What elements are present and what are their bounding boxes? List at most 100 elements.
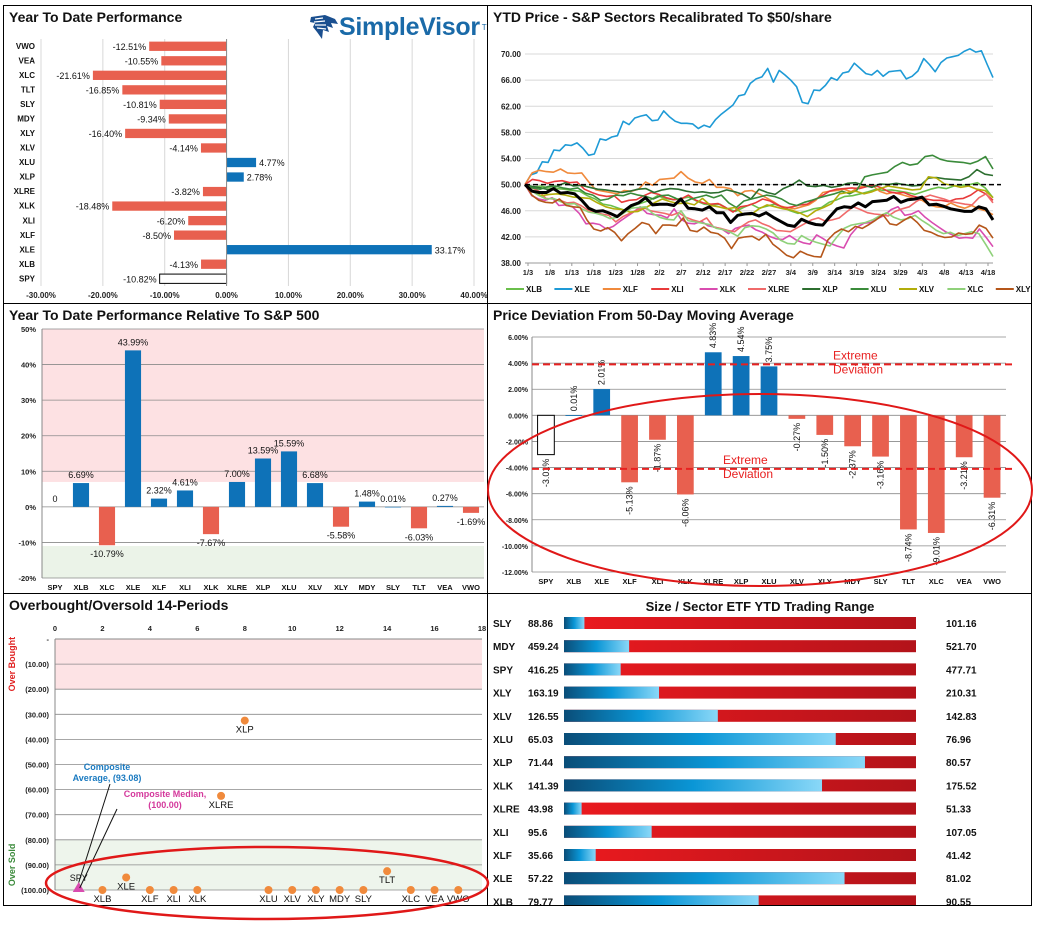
panel-price-deviation: Price Deviation From 50-Day Moving Avera… — [487, 303, 1032, 594]
y-tick-label: -10% — [18, 538, 36, 547]
category-label: XLP — [256, 583, 271, 592]
data-label: -8.50% — [142, 231, 171, 241]
data-label: 2.32% — [146, 486, 172, 496]
category-label: XLP — [734, 577, 749, 586]
x-tick-label: 3/14 — [827, 268, 842, 277]
bar — [168, 114, 227, 124]
data-label: -10.82% — [123, 274, 157, 284]
category-label: XLF — [20, 231, 35, 240]
point-label: XLC — [402, 894, 421, 905]
x-tick-label: 2 — [100, 624, 104, 633]
bar — [161, 56, 227, 66]
bar — [188, 215, 227, 226]
low-value: 416.25 — [528, 665, 559, 676]
low-value: 163.19 — [528, 689, 559, 700]
bar — [537, 414, 555, 456]
bar — [159, 273, 228, 284]
category-label: VWO — [16, 42, 35, 51]
y-tick-label: (50.00) — [25, 761, 49, 770]
y-tick-label: 10% — [21, 467, 36, 476]
data-label: -5.58% — [327, 531, 356, 541]
extreme-deviation-label: Deviation — [723, 467, 773, 481]
bar — [122, 85, 227, 95]
x-tick-label: 18 — [478, 624, 486, 633]
trading-range-chart: Size / Sector ETF YTD Trading Range SLY 88… — [493, 599, 977, 906]
y-tick-label: - — [47, 635, 50, 644]
high-value: 521.70 — [946, 642, 977, 653]
x-tick-label: 1/13 — [565, 268, 580, 277]
panel-title: YTD Price - S&P Sectors Recalibrated To … — [493, 9, 832, 25]
data-label: 1.48% — [354, 489, 380, 499]
high-value: 81.02 — [946, 874, 971, 885]
legend-label: XLF — [623, 285, 638, 294]
panel-title: Price Deviation From 50-Day Moving Avera… — [493, 307, 794, 323]
ticker-label: XLB — [493, 897, 513, 906]
y-tick-label: 58.00 — [501, 128, 522, 137]
x-tick-label: 20.00% — [337, 291, 364, 300]
point — [264, 886, 273, 894]
data-label: 3.75% — [764, 337, 774, 363]
x-tick-label: 0.00% — [215, 291, 238, 300]
category-label: XLK — [678, 577, 694, 586]
category-label: XLK — [204, 583, 220, 592]
data-label: -7.67% — [197, 538, 226, 548]
data-label: 4.77% — [259, 158, 285, 168]
range-bar-remaining — [564, 849, 916, 861]
data-label: 0.01% — [569, 386, 579, 412]
bar — [436, 505, 454, 507]
legend-label: XLU — [871, 285, 887, 294]
category-label: XLE — [126, 583, 141, 592]
x-tick-label: 14 — [383, 624, 392, 633]
x-tick-label: 0 — [53, 624, 57, 633]
legend-label: XLY — [1016, 285, 1031, 294]
category-label: SPY — [538, 577, 553, 586]
category-label: XLC — [929, 577, 945, 586]
bar — [112, 201, 227, 211]
y-tick-label: -20% — [18, 574, 36, 583]
y-tick-label: 50.00 — [501, 181, 522, 190]
ticker-label: XLE — [493, 874, 513, 885]
data-label: -1.50% — [820, 439, 830, 468]
x-tick-label: 6 — [195, 624, 199, 633]
point — [193, 886, 202, 894]
y-tick-label: (40.00) — [25, 735, 49, 744]
high-value: 477.71 — [946, 665, 977, 676]
range-bar-remaining — [564, 825, 916, 838]
data-label: -6.31% — [987, 502, 997, 531]
low-value: 459.24 — [528, 642, 559, 653]
category-label: MDY — [844, 577, 861, 586]
panel-title: Year To Date Performance Relative To S&P… — [9, 307, 320, 323]
point — [288, 886, 297, 894]
bar — [201, 259, 227, 269]
y-tick-label: 70.00 — [501, 50, 522, 59]
ticker-label: XLV — [493, 712, 512, 723]
point-label: XLE — [117, 881, 135, 892]
bar — [228, 481, 246, 507]
bar — [202, 506, 220, 535]
bar — [200, 143, 227, 153]
low-value: 57.22 — [528, 874, 553, 885]
bar — [254, 458, 272, 507]
extreme-deviation-label: Extreme — [723, 453, 768, 467]
panel-overbought-oversold: Overbought/Oversold 14-Periods - (10.00) (… — [3, 593, 488, 906]
point-label: XLK — [188, 894, 207, 905]
series-line-xly — [524, 184, 994, 259]
category-label: SLY — [20, 100, 35, 109]
category-label: VWO — [983, 577, 1001, 586]
data-label: -8.74% — [903, 533, 913, 562]
legend-label: XLC — [967, 285, 983, 294]
panel-ytd-price: YTD Price - S&P Sectors Recalibrated To … — [487, 5, 1032, 304]
x-tick-label: 2/27 — [762, 268, 777, 277]
bar — [462, 506, 480, 513]
point-label: TLT — [379, 875, 395, 886]
data-label: 6.68% — [302, 470, 328, 480]
series-line-xlc — [524, 184, 994, 257]
y-tick-label: 2.00% — [508, 387, 529, 394]
panel-ytd-performance: Year To Date Performance SimpleVisor TM … — [3, 5, 488, 304]
bar — [149, 41, 227, 51]
data-label: 43.99% — [118, 337, 149, 347]
x-tick-label: 4/18 — [981, 268, 996, 277]
legend-label: XLV — [919, 285, 935, 294]
series-line-xlv — [524, 176, 994, 218]
data-label: 2.78% — [247, 173, 273, 183]
